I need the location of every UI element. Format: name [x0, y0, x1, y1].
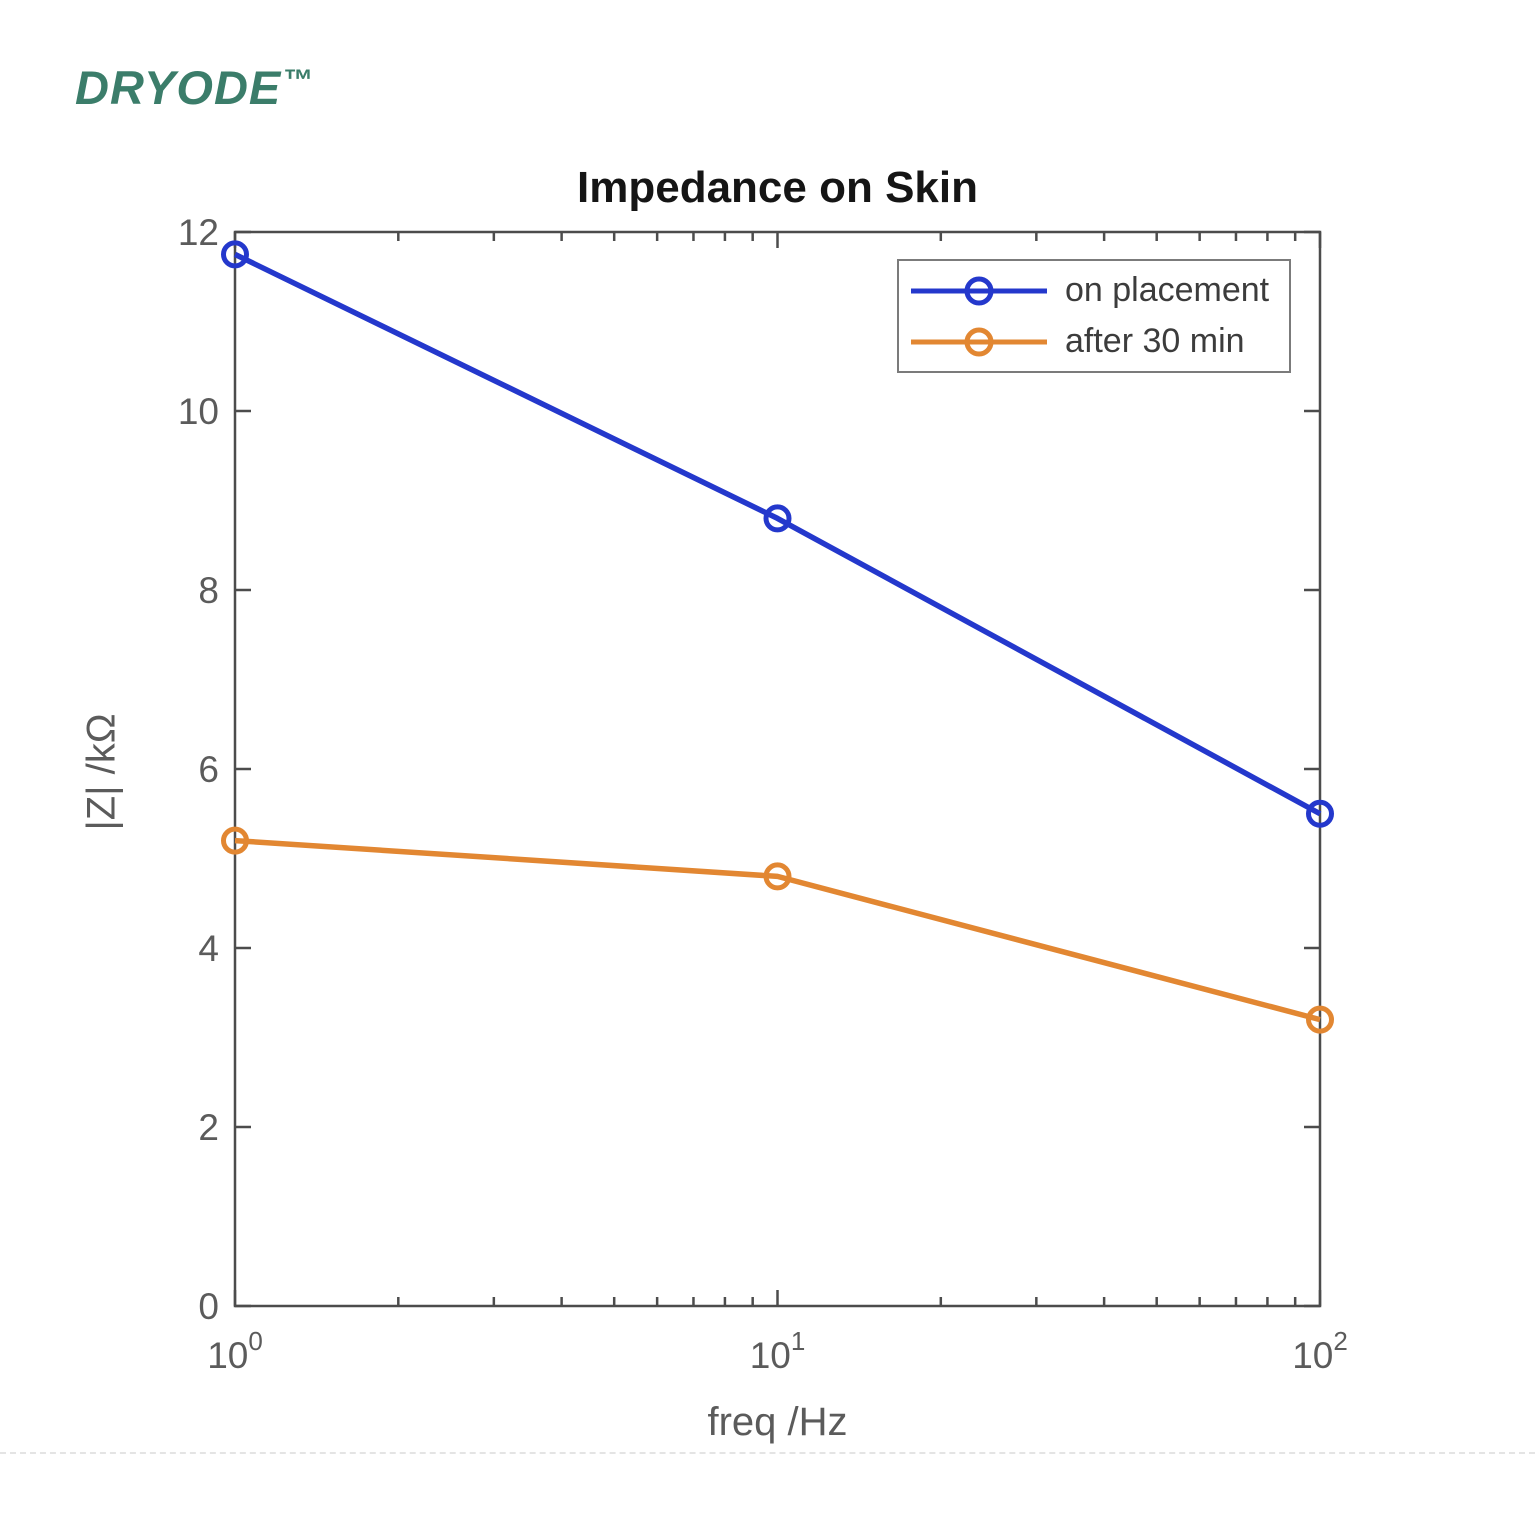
y-tick-label: 4	[198, 928, 219, 969]
y-tick-label: 10	[178, 391, 219, 432]
bottom-divider-line	[0, 1452, 1535, 1454]
legend: on placement after 30 min	[897, 259, 1291, 373]
legend-swatch-blue-line-marker-icon	[911, 276, 1047, 305]
y-tick-label: 6	[198, 749, 219, 790]
x-tick-label: 102	[1292, 1326, 1348, 1376]
series-line-on-placement	[233, 251, 1322, 817]
x-axis-label: freq /Hz	[707, 1400, 848, 1444]
data-point-marker-after-30-min	[1306, 1005, 1334, 1034]
data-point-marker-after-30-min	[763, 862, 792, 891]
y-tick-label: 0	[198, 1286, 219, 1327]
legend-row-on-placement: on placement	[905, 271, 1283, 311]
y-axis-label: |Z| /kΩ	[79, 713, 124, 831]
trademark-symbol: ™	[283, 64, 314, 97]
data-point-marker-after-30-min	[221, 826, 249, 855]
data-point-marker-on-placement	[763, 504, 792, 533]
series-line-after-30-min	[234, 837, 1321, 1023]
data-point-marker-on-placement	[221, 240, 249, 269]
brand-logo: DRYODE™	[75, 60, 313, 115]
plot-area-border	[233, 230, 1322, 1308]
x-tick-label: 101	[750, 1326, 806, 1376]
y-tick-label: 2	[198, 1107, 219, 1148]
chart-title: Impedance on Skin	[577, 163, 978, 212]
data-point-marker-on-placement	[1306, 799, 1334, 828]
legend-swatch-orange-line-marker-icon	[911, 327, 1047, 356]
y-tick-label: 8	[198, 570, 219, 611]
legend-row-after-30-min: after 30 min	[905, 322, 1283, 362]
y-tick-label: 12	[178, 212, 219, 253]
legend-label-after-30-min: after 30 min	[1065, 322, 1245, 360]
x-tick-label: 100	[207, 1326, 263, 1376]
legend-label-on-placement: on placement	[1065, 271, 1270, 309]
brand-logo-text: DRYODE	[75, 61, 282, 114]
